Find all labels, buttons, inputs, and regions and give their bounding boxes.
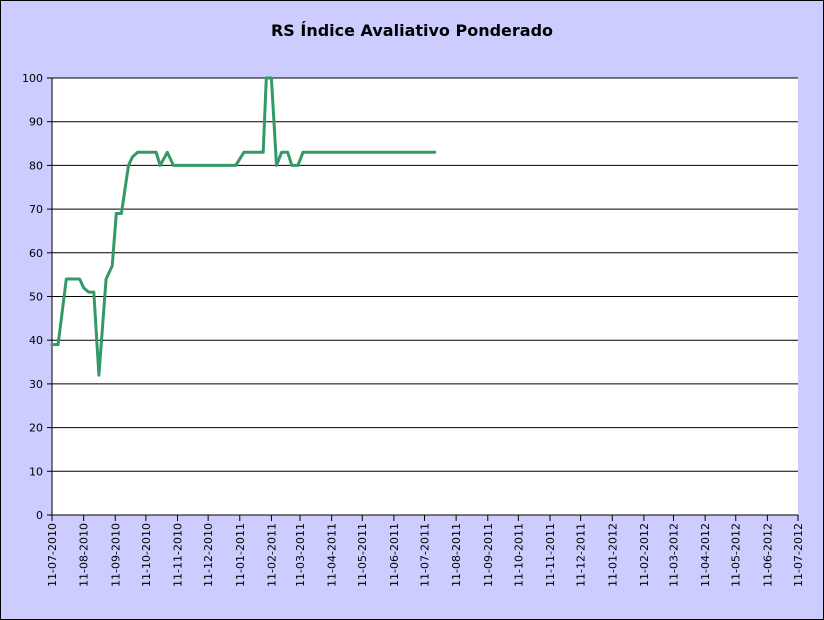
x-tick-label: 11-03-2011 (294, 523, 307, 587)
y-tick-label: 90 (29, 116, 43, 129)
x-tick-label: 11-10-2011 (512, 523, 525, 587)
y-tick-label: 10 (29, 465, 43, 478)
y-tick-label: 50 (29, 291, 43, 304)
x-tick-label: 11-02-2012 (638, 523, 651, 587)
x-tick-label: 11-10-2010 (140, 523, 153, 587)
x-tick-label: 11-11-2011 (544, 523, 557, 587)
y-tick-label: 30 (29, 378, 43, 391)
chart-title: RS Índice Avaliativo Ponderado (270, 21, 554, 40)
x-tick-label: 11-04-2011 (326, 523, 339, 587)
y-tick-label: 0 (36, 509, 43, 522)
y-tick-label: 70 (29, 203, 43, 216)
x-tick-label: 11-09-2010 (109, 523, 122, 587)
x-tick-label: 11-08-2011 (450, 523, 463, 587)
x-tick-label: 11-09-2011 (482, 523, 495, 587)
x-tick-label: 11-07-2011 (418, 523, 431, 587)
y-tick-label: 100 (22, 72, 43, 85)
y-tick-label: 20 (29, 422, 43, 435)
x-tick-label: 11-12-2011 (575, 523, 588, 587)
x-tick-label: 11-02-2011 (265, 523, 278, 587)
x-tick-label: 11-05-2012 (730, 523, 743, 587)
x-tick-label: 11-08-2010 (78, 523, 91, 587)
x-tick-label: 11-06-2011 (388, 523, 401, 587)
x-tick-label: 11-12-2010 (202, 523, 215, 587)
y-tick-label: 80 (29, 159, 43, 172)
x-tick-label: 11-07-2012 (792, 523, 805, 587)
x-tick-label: 11-11-2010 (172, 523, 185, 587)
x-tick-label: 11-07-2010 (46, 523, 59, 587)
y-tick-label: 40 (29, 334, 43, 347)
x-tick-label: 11-01-2011 (234, 523, 247, 587)
series-line (50, 76, 437, 377)
x-tick-label: 11-06-2012 (761, 523, 774, 587)
y-tick-label: 60 (29, 247, 43, 260)
x-tick-label: 11-04-2012 (699, 523, 712, 587)
x-tick-label: 11-03-2012 (667, 523, 680, 587)
x-tick-label: 11-05-2011 (356, 523, 369, 587)
x-tick-label: 11-01-2012 (606, 523, 619, 587)
